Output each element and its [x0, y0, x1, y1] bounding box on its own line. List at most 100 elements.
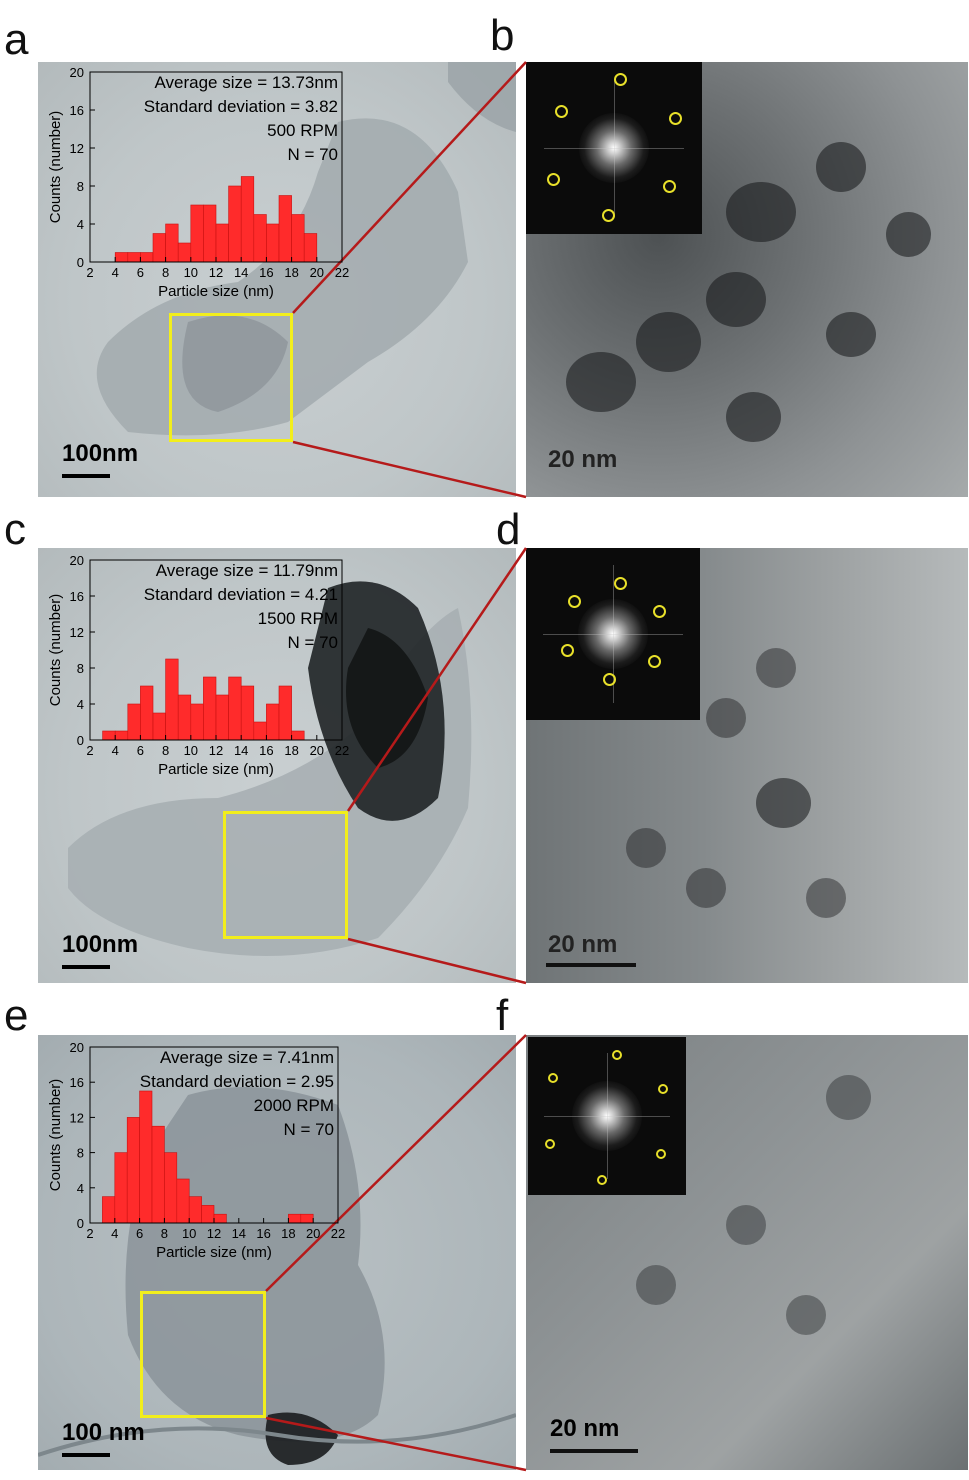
stat-annotation: N = 70 — [283, 1120, 334, 1139]
nanoparticle — [826, 1075, 871, 1120]
histogram-bar — [201, 1205, 215, 1224]
histogram-bar — [266, 223, 280, 263]
nanoparticle — [886, 212, 931, 257]
fft-streak — [543, 634, 683, 635]
scale-bar-label: 100nm — [62, 440, 139, 467]
tem-image-f: 20 nm — [526, 1035, 968, 1470]
y-tick-label: 0 — [77, 733, 84, 748]
x-tick-label: 16 — [259, 743, 273, 758]
histogram-bar — [240, 176, 255, 263]
histogram-bar — [152, 233, 166, 263]
diffraction-spot — [653, 605, 666, 618]
diffraction-spot — [547, 173, 560, 186]
nanoparticle — [726, 1205, 766, 1245]
x-tick-label: 12 — [207, 1226, 221, 1241]
histogram-bar — [177, 242, 192, 263]
histogram-bar — [126, 1117, 140, 1224]
x-axis-label: Particle size (nm) — [156, 1244, 272, 1261]
y-tick-label: 12 — [70, 1110, 84, 1125]
x-tick-label: 4 — [112, 743, 119, 758]
x-tick-label: 6 — [136, 1226, 143, 1241]
diffraction-spot — [548, 1073, 558, 1083]
histogram-bar — [177, 694, 192, 741]
histogram-bar — [203, 204, 217, 263]
nanoparticle — [726, 182, 796, 242]
x-tick-label: 4 — [111, 1226, 118, 1241]
histogram-bar — [291, 730, 305, 741]
nanoparticle — [566, 352, 636, 412]
nanoparticle — [756, 778, 811, 828]
scale-bar-line — [62, 474, 110, 478]
scale-bar-f: 20 nm — [550, 1415, 638, 1453]
diffraction-spot — [597, 1175, 607, 1185]
histogram-inset-a: 2 4 6 8 10 12 14 16 18 20 22 0 4 8 12 16 20 Particle size… — [40, 62, 352, 307]
nanoparticle — [686, 868, 726, 908]
nanoparticle — [626, 828, 666, 868]
stat-annotation: 1500 RPM — [258, 609, 338, 628]
x-tick-label: 22 — [335, 743, 349, 758]
x-tick-label: 20 — [306, 1226, 320, 1241]
histogram-bar — [278, 685, 292, 741]
panel-label-b: b — [490, 11, 515, 60]
y-tick-label: 0 — [77, 1216, 84, 1231]
fft-center — [572, 1081, 642, 1151]
diffraction-spot — [669, 112, 682, 125]
x-tick-label: 8 — [162, 265, 169, 280]
histogram-bar — [291, 214, 305, 263]
nanoparticle — [706, 272, 766, 327]
fft-pattern-f — [528, 1037, 686, 1195]
histogram-svg: 2 4 6 8 10 12 14 16 18 20 22 0 4 8 12 16 20 Particle size… — [47, 1040, 345, 1261]
x-tick-label: 2 — [86, 743, 93, 758]
fft-streak — [543, 1116, 671, 1117]
histogram-bar — [102, 1196, 116, 1224]
x-tick-label: 22 — [331, 1226, 345, 1241]
scale-bar-c: 100nm — [62, 931, 138, 969]
nanoparticle — [706, 698, 746, 738]
y-tick-label: 12 — [70, 141, 84, 156]
diffraction-spot — [555, 105, 568, 118]
histogram-bar — [188, 1196, 202, 1224]
x-tick-label: 18 — [284, 265, 298, 280]
panel-label-c: c — [4, 505, 26, 554]
stat-annotation: 500 RPM — [267, 121, 338, 140]
stat-annotation: N = 70 — [287, 633, 338, 652]
fft-pattern-d — [526, 548, 700, 720]
scale-bar-line — [546, 963, 636, 967]
histogram-bar — [203, 676, 217, 741]
histogram-bar — [176, 1178, 190, 1224]
histogram-bar — [190, 204, 204, 263]
histogram-bar — [300, 1213, 314, 1224]
histogram-bar — [127, 703, 141, 741]
scale-bar-line — [62, 1453, 110, 1457]
x-tick-label: 8 — [161, 1226, 168, 1241]
x-tick-label: 4 — [112, 265, 119, 280]
histogram-bar — [140, 252, 154, 263]
nanoparticle — [786, 1295, 826, 1335]
y-tick-label: 20 — [70, 553, 84, 568]
histogram-svg: 2 4 6 8 10 12 14 16 18 20 22 0 4 8 12 16 20 Particle size… — [47, 553, 349, 778]
diffraction-spot — [658, 1084, 668, 1094]
x-tick-label: 2 — [86, 265, 93, 280]
y-tick-label: 0 — [77, 255, 84, 270]
fft-pattern-b — [526, 62, 702, 234]
diffraction-spot — [568, 595, 581, 608]
panel-label-e: e — [4, 991, 29, 1040]
fft-streak — [614, 79, 615, 217]
x-tick-label: 6 — [137, 265, 144, 280]
histogram-bar — [139, 1090, 153, 1224]
scale-bar-e: 100 nm — [62, 1419, 145, 1457]
histogram-bar — [127, 252, 141, 263]
scale-bar-label: 20 nm — [548, 446, 618, 473]
panel-label-a: a — [4, 15, 29, 64]
histogram-bar — [140, 685, 154, 741]
x-tick-label: 16 — [256, 1226, 270, 1241]
zoom-region-box-e — [140, 1291, 266, 1418]
y-tick-label: 12 — [70, 625, 84, 640]
y-tick-label: 16 — [70, 1075, 84, 1090]
diffraction-spot — [603, 673, 616, 686]
x-tick-label: 20 — [310, 265, 324, 280]
y-axis-label: Counts (number) — [47, 594, 64, 707]
x-tick-label: 6 — [137, 743, 144, 758]
x-tick-label: 10 — [184, 743, 198, 758]
y-tick-label: 4 — [77, 697, 84, 712]
